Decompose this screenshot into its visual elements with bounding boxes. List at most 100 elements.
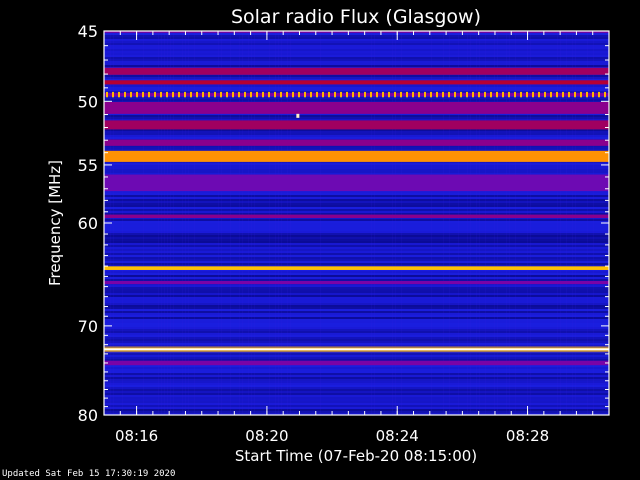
heatmap-column — [167, 31, 168, 415]
heatmap-row — [104, 45, 609, 47]
heatmap-column — [557, 31, 558, 415]
heatmap-row — [104, 373, 609, 375]
band-pulse — [568, 91, 570, 98]
band-pulse — [454, 91, 456, 98]
heatmap-row — [104, 241, 609, 243]
heatmap-row — [104, 287, 609, 289]
heatmap-column — [251, 31, 252, 415]
band-pulse — [328, 91, 330, 98]
heatmap-row — [104, 233, 609, 235]
band-pulse — [214, 91, 216, 98]
heatmap-column — [479, 31, 480, 415]
band-pulse — [286, 91, 288, 98]
heatmap-row — [104, 47, 609, 49]
band-pulse — [418, 91, 420, 98]
band-pulse — [250, 91, 252, 98]
heatmap-row — [104, 97, 609, 99]
heatmap-column — [182, 31, 183, 415]
band-pulse — [274, 91, 276, 98]
band-pulse — [172, 91, 174, 98]
band-pulse — [358, 91, 360, 98]
heatmap-row — [104, 261, 609, 263]
heatmap-row — [104, 213, 609, 215]
band-pulse — [340, 91, 342, 98]
band-pulse — [598, 91, 600, 98]
heatmap-column — [113, 31, 114, 415]
frequency-band — [104, 214, 609, 218]
heatmap-column — [374, 31, 375, 415]
heatmap-row — [104, 147, 609, 149]
heatmap-row — [104, 353, 609, 355]
heatmap-row — [104, 91, 609, 93]
heatmap-row — [104, 89, 609, 91]
heatmap-column — [431, 31, 432, 415]
heatmap-column — [173, 31, 174, 415]
band-pulse — [160, 91, 162, 98]
band-pulse — [166, 91, 168, 98]
heatmap-row — [104, 197, 609, 199]
heatmap-row — [104, 171, 609, 173]
band-pulse — [364, 91, 366, 98]
x-tick-label: 08:28 — [506, 427, 549, 445]
heatmap-row — [104, 403, 609, 405]
band-pulse — [298, 91, 300, 98]
heatmap-row — [104, 199, 609, 201]
heatmap-row — [104, 315, 609, 317]
heatmap-row — [104, 297, 609, 299]
heatmap-row — [104, 209, 609, 211]
heatmap-row — [104, 399, 609, 401]
heatmap-row — [104, 331, 609, 333]
band-pulse — [586, 91, 588, 98]
heatmap-column — [566, 31, 567, 415]
heatmap-column — [443, 31, 444, 415]
band-pulse — [130, 91, 132, 98]
band-pulse — [226, 91, 228, 98]
band-pulse — [310, 91, 312, 98]
heatmap-row — [104, 231, 609, 233]
x-axis-label: Start Time (07-Feb-20 08:15:00) — [235, 447, 477, 465]
band-pulse — [538, 91, 540, 98]
heatmap-column — [476, 31, 477, 415]
band-pulse — [520, 91, 522, 98]
frequency-band — [104, 139, 609, 146]
heatmap-column — [164, 31, 165, 415]
y-axis-label: Frequency [MHz] — [46, 160, 64, 286]
heatmap-row — [104, 307, 609, 309]
band-pulse — [394, 91, 396, 98]
heatmap-row — [104, 55, 609, 57]
heatmap-row — [104, 317, 609, 319]
band-pulse — [406, 91, 408, 98]
axes: 45 50 55 60 70 80 08:16 08:20 08:24 08:28 — [78, 22, 610, 445]
heatmap-row — [104, 405, 609, 407]
heatmap-row — [104, 193, 609, 195]
heatmap-column — [287, 31, 288, 415]
heatmap-row — [104, 63, 609, 65]
band-pulse — [202, 91, 204, 98]
frequency-band — [104, 360, 609, 366]
heatmap-column — [470, 31, 471, 415]
heatmap-row — [104, 293, 609, 295]
heatmap-column — [560, 31, 561, 415]
heatmap-column — [248, 31, 249, 415]
heatmap-row — [104, 235, 609, 237]
heatmap-row — [104, 289, 609, 291]
heatmap-row — [104, 167, 609, 169]
heatmap-column — [527, 31, 528, 415]
heatmap-row — [104, 389, 609, 391]
heatmap-row — [104, 149, 609, 151]
burst-point — [296, 113, 300, 118]
heatmap-column — [392, 31, 393, 415]
heatmap-column — [221, 31, 222, 415]
band-pulse — [196, 91, 198, 98]
heatmap-row — [104, 285, 609, 287]
heatmap-row — [104, 295, 609, 297]
heatmap-column — [161, 31, 162, 415]
heatmap-row — [104, 401, 609, 403]
frequency-band — [104, 281, 609, 285]
heatmap-row — [104, 169, 609, 171]
band-pulse — [562, 91, 564, 98]
band-pulse — [346, 91, 348, 98]
heatmap-row — [104, 207, 609, 209]
heatmap-row — [104, 301, 609, 303]
band-pulse — [592, 91, 594, 98]
